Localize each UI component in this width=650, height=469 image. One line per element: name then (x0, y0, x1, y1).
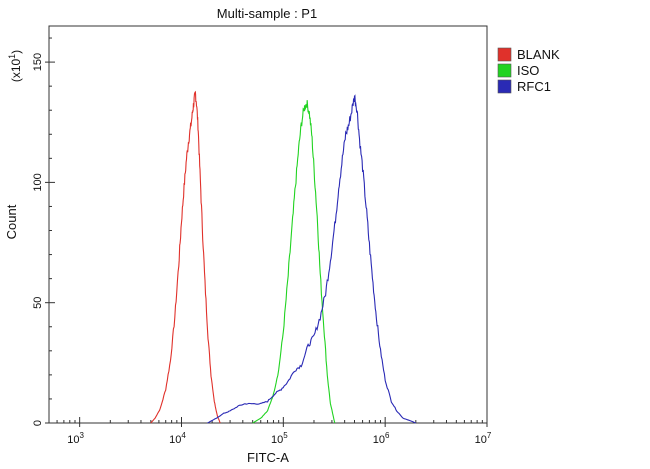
svg-text:(x101): (x101) (7, 50, 23, 82)
x-tick-base: 10 (67, 434, 79, 446)
x-tick-exponent: 4 (181, 431, 186, 440)
legend-label-rfc1: RFC1 (517, 79, 551, 94)
y-tick-label: 150 (32, 53, 44, 71)
series-line-blank (150, 90, 221, 424)
x-tick-exponent: 7 (487, 431, 492, 440)
x-tick-exponent: 5 (283, 431, 288, 440)
legend-label-iso: ISO (517, 63, 539, 78)
x-tick-label: 104 (169, 431, 186, 446)
y-tick-label: 100 (32, 173, 44, 191)
y-multiplier-prefix: (x10 (9, 59, 23, 83)
y-multiplier-exponent: 1 (7, 54, 17, 59)
legend-swatch-blank (497, 47, 512, 62)
chart-title: Multi-sample : P1 (217, 6, 317, 21)
x-tick-label: 107 (475, 431, 492, 446)
y-axis-label: Count (4, 204, 19, 239)
x-tick-base: 10 (373, 434, 385, 446)
x-tick-base: 10 (271, 434, 283, 446)
series-line-rfc1 (207, 94, 417, 424)
legend-swatch-iso (497, 63, 512, 78)
y-tick-label: 50 (32, 297, 44, 309)
series-layer (150, 90, 417, 424)
y-multiplier-label: (x101) (7, 50, 23, 82)
x-tick-base: 10 (169, 434, 181, 446)
x-tick-exponent: 3 (80, 431, 85, 440)
y-tick-label: 0 (32, 420, 44, 426)
x-tick-label: 106 (373, 431, 390, 446)
x-tick-exponent: 6 (385, 431, 390, 440)
y-multiplier-suffix: ) (9, 50, 23, 54)
x-tick-label: 103 (67, 431, 84, 446)
x-tick-base: 10 (475, 434, 487, 446)
legend-swatch-rfc1 (497, 79, 512, 94)
x-tick-label: 105 (271, 431, 288, 446)
plot-frame (48, 25, 488, 424)
x-axis-label: FITC-A (247, 450, 289, 465)
series-line-iso (252, 100, 336, 424)
legend-label-blank: BLANK (517, 47, 560, 62)
